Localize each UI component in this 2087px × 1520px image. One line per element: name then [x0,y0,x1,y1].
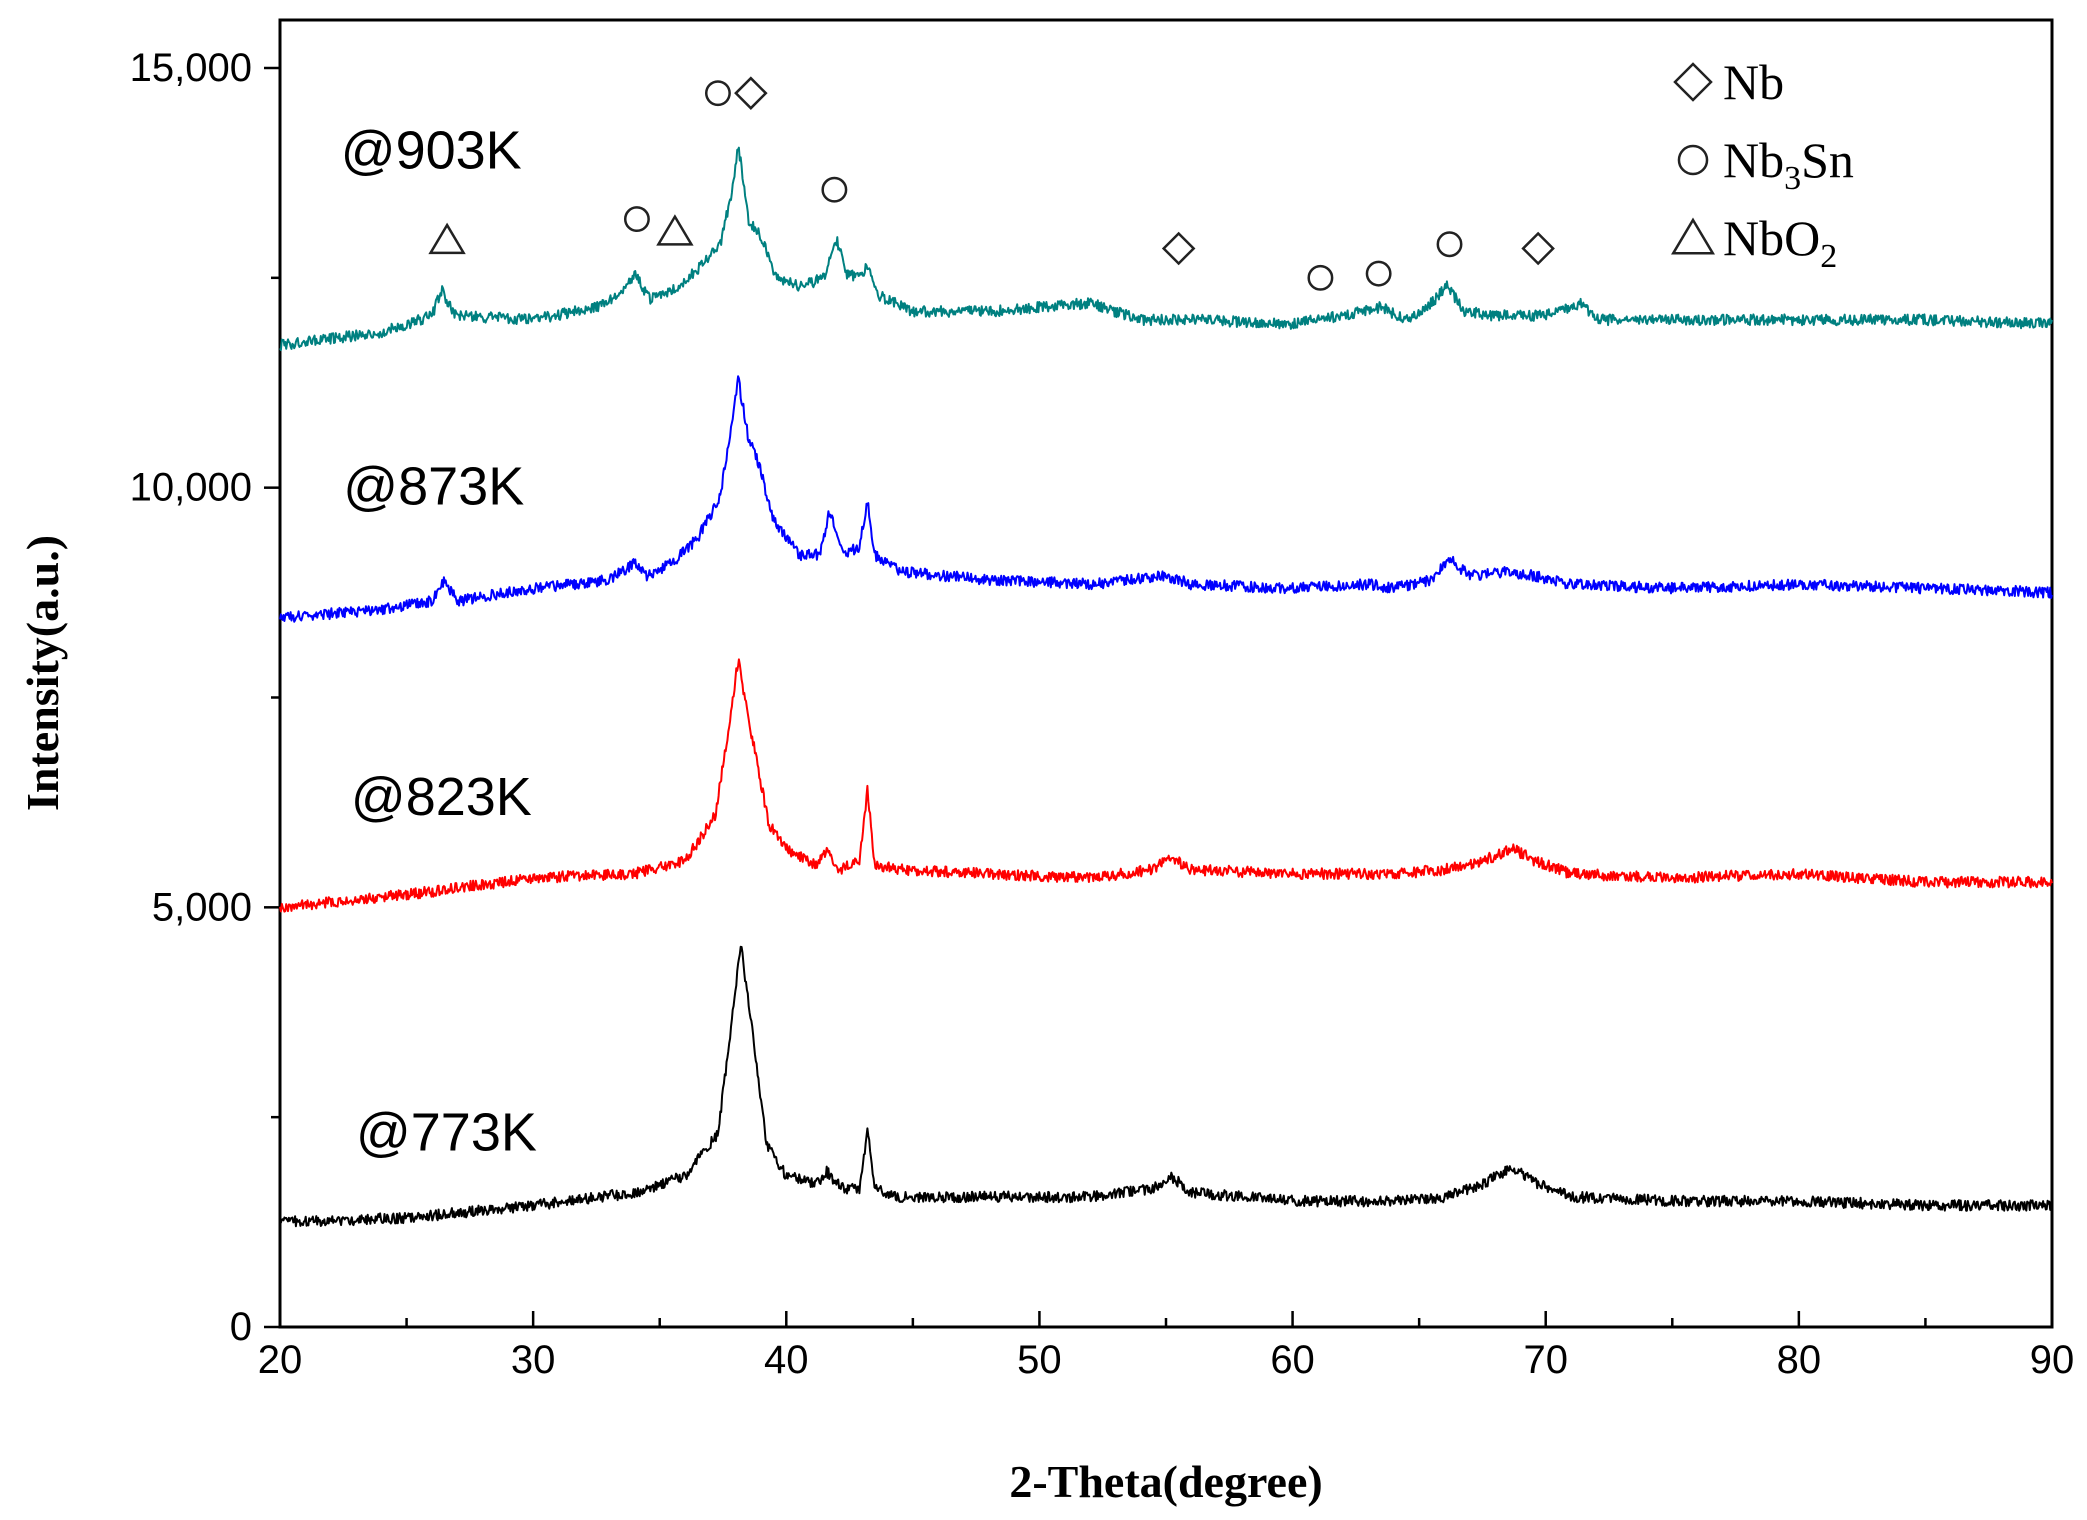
series-line [279,146,2053,352]
circle-marker [1436,231,1463,258]
circle-marker [704,80,731,107]
legend-label: NbO2 [1723,210,1837,275]
series-line [279,945,2053,1228]
legend: Nb Nb3Sn NbO2 [1671,54,1854,275]
x-tick-labels: 20 30 40 50 60 70 80 90 [258,1338,2075,1382]
legend-label: Nb [1723,54,1784,110]
x-tick-label: 80 [1777,1338,1822,1382]
y-tick-label: 10,000 [130,466,252,510]
x-tick-label: 20 [258,1338,303,1382]
series-label: @873K [343,456,524,516]
series-line [279,375,2053,623]
y-tick-label: 5,000 [152,885,252,929]
diamond-marker [734,76,768,110]
diamond-marker [1161,231,1196,266]
series-lines [279,146,2053,1228]
x-tick-label: 90 [2030,1338,2075,1382]
y-tick-labels: 0 5,000 10,000 15,000 [130,46,252,1349]
axis-ticks [264,66,2054,1329]
circle-marker [1307,264,1334,291]
triangle-marker [656,214,694,246]
x-tick-label: 70 [1523,1338,1568,1382]
x-tick-label: 60 [1270,1338,1315,1382]
series-line [279,658,2053,913]
series-label: @903K [341,121,522,181]
y-tick-label: 0 [230,1305,252,1349]
circle-marker [821,176,848,203]
legend-label: Nb3Sn [1723,132,1854,197]
y-axis-title: Intensity(a.u.) [17,535,68,811]
x-axis-title: 2-Theta(degree) [1009,1456,1322,1507]
triangle-marker [428,222,466,255]
peak-markers [428,76,1555,291]
circle-marker [1365,260,1392,287]
circle-marker [623,206,650,233]
x-tick-label: 30 [511,1338,556,1382]
series-label: @823K [351,767,532,827]
series-labels: @773K @823K @873K @903K [341,121,537,1163]
diamond-marker [1673,62,1713,102]
series-label: @773K [356,1103,537,1163]
circle-marker [1677,144,1709,176]
x-tick-label: 40 [764,1338,809,1382]
diamond-marker [1521,231,1555,266]
x-tick-label: 50 [1017,1338,1062,1382]
triangle-marker [1671,217,1715,255]
y-tick-label: 15,000 [130,46,252,90]
